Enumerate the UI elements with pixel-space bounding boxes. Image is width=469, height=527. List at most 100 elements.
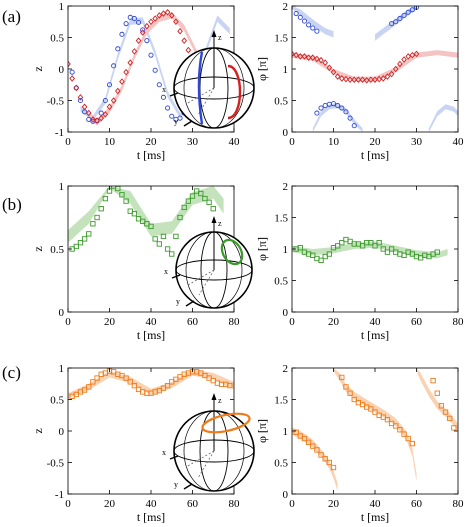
b-phi-xtick-label: 60 bbox=[411, 316, 423, 328]
b-phi-markers bbox=[293, 236, 440, 263]
bloch-c-x-label: x bbox=[162, 448, 166, 457]
c-phi-band-1 bbox=[333, 368, 417, 482]
b-z-point bbox=[181, 204, 187, 211]
b-z-xtick-label: 40 bbox=[146, 316, 158, 328]
b-z-point bbox=[156, 241, 162, 247]
a-phi-point bbox=[401, 56, 407, 63]
b-phi-point bbox=[376, 240, 382, 246]
b-z-point bbox=[81, 236, 88, 242]
c-phi-point bbox=[393, 423, 399, 429]
a-z-point bbox=[127, 59, 134, 66]
b-z-point bbox=[148, 223, 154, 229]
a-phi-point bbox=[330, 101, 337, 107]
row-label-a: (a) bbox=[2, 7, 21, 26]
a-z-xtick-label: 10 bbox=[104, 136, 116, 148]
a-z-point bbox=[165, 105, 171, 111]
a-phi-point bbox=[397, 60, 403, 68]
a-phi-point bbox=[405, 53, 411, 60]
a-z-ytick-label: 1 bbox=[59, 1, 65, 13]
b-phi-point bbox=[380, 246, 386, 252]
a-z-point bbox=[68, 60, 71, 68]
a-phi-point bbox=[384, 73, 391, 80]
a-z-point bbox=[152, 15, 158, 22]
a-phi-point bbox=[301, 18, 308, 24]
b-z-point bbox=[206, 199, 212, 206]
bloch-c-z-label: z bbox=[218, 396, 222, 405]
a-phi-point bbox=[389, 21, 395, 27]
c-z-point bbox=[123, 375, 129, 381]
a-phi-point bbox=[339, 75, 345, 82]
a-z-point bbox=[152, 67, 158, 73]
b-phi-ytick-label: 0.5 bbox=[274, 276, 288, 288]
b-phi-point bbox=[339, 240, 345, 246]
c-phi-band-0 bbox=[292, 427, 338, 491]
c-phi-xlabel: t [ms] bbox=[361, 510, 389, 524]
a-z-ytick-label: -1 bbox=[55, 127, 64, 139]
bloch-sphere-c: z x y bbox=[162, 393, 255, 492]
c-phi-point bbox=[409, 440, 415, 447]
a-z-point bbox=[81, 103, 88, 111]
a-z-point bbox=[177, 115, 183, 121]
b-z-xtick-label: 80 bbox=[229, 316, 241, 328]
c-z-xtick-label: 40 bbox=[146, 498, 158, 510]
a-z-point bbox=[98, 114, 104, 122]
a-z-point bbox=[164, 9, 171, 16]
b-z-ytick-label: 0 bbox=[59, 307, 65, 319]
a-z-point bbox=[156, 12, 163, 19]
a-z-ytick-label: 0 bbox=[59, 64, 65, 76]
b-z-xtick-label: 60 bbox=[187, 316, 199, 328]
a-phi-point bbox=[413, 50, 420, 58]
a-phi-band-0 bbox=[292, 6, 334, 38]
bloch-sphere-b: z x y bbox=[164, 216, 253, 309]
b-phi-point bbox=[335, 243, 341, 249]
a-phi-point bbox=[368, 76, 374, 84]
c-z-ylabel: z bbox=[31, 428, 45, 433]
c-phi-ytick-label: 1.5 bbox=[274, 395, 288, 407]
a-z-xlabel: t [ms] bbox=[137, 148, 165, 162]
c-z-xtick-label: 20 bbox=[104, 498, 116, 510]
b-phi-point bbox=[359, 243, 366, 249]
a-phi-point bbox=[359, 76, 366, 84]
b-phi-point bbox=[368, 240, 374, 246]
bloch-a-x-label: x bbox=[162, 85, 166, 94]
a-phi-xtick-label: 0 bbox=[289, 136, 295, 148]
a-z-point bbox=[148, 52, 154, 58]
a-phi-point bbox=[339, 105, 345, 111]
b-phi-point bbox=[297, 245, 303, 251]
c-phi-point bbox=[447, 415, 453, 422]
c-phi-point bbox=[305, 439, 312, 445]
c-phi-point bbox=[401, 431, 407, 437]
c-phi-point bbox=[438, 403, 445, 409]
bloch-b-x-label: x bbox=[164, 267, 168, 276]
a-z-point bbox=[131, 16, 137, 22]
a-phi-point bbox=[372, 76, 378, 84]
c-phi-point bbox=[384, 417, 391, 423]
c-z-ytick-label: 1 bbox=[59, 363, 65, 375]
a-phi-point bbox=[318, 56, 324, 64]
c-phi-point bbox=[442, 409, 449, 415]
a-z-point bbox=[123, 68, 129, 76]
a-phi-point bbox=[363, 77, 370, 84]
c-z-band-0 bbox=[68, 369, 234, 399]
a-z-point bbox=[119, 31, 125, 37]
b-z-point bbox=[102, 195, 109, 202]
a-phi-point bbox=[297, 53, 304, 60]
a-z-point bbox=[173, 18, 179, 26]
c-phi-markers bbox=[293, 374, 457, 471]
c-phi-point bbox=[318, 452, 324, 458]
a-phi-point bbox=[310, 25, 316, 31]
b-z-point bbox=[77, 240, 84, 246]
b-z-point bbox=[119, 192, 125, 198]
b-z-ytick-label: 1 bbox=[59, 181, 65, 193]
a-phi-point bbox=[355, 76, 362, 84]
b-z-xtick-label: 20 bbox=[104, 316, 116, 328]
c-z-ytick-label: -1 bbox=[55, 489, 64, 501]
c-z-ytick-label: -0.5 bbox=[47, 458, 65, 470]
c-phi-point bbox=[314, 447, 320, 453]
a-z-point bbox=[106, 82, 113, 88]
b-phi-point bbox=[434, 249, 440, 255]
a-phi-point bbox=[376, 75, 382, 83]
a-z-point bbox=[123, 21, 129, 27]
a-phi-point bbox=[322, 102, 328, 109]
b-phi-xlabel: t [ms] bbox=[361, 328, 389, 342]
